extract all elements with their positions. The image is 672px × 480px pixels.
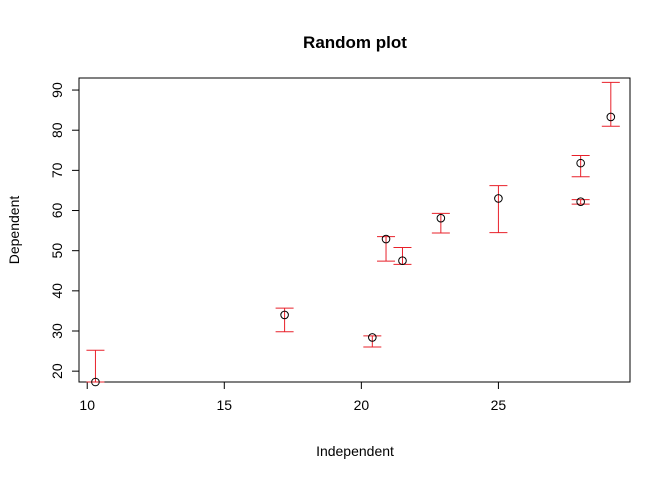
- x-axis-label: Independent: [316, 443, 394, 459]
- data-point: [368, 333, 377, 342]
- y-tick-label: 30: [49, 323, 65, 339]
- x-tick-label: 20: [354, 397, 370, 413]
- y-tick-label: 60: [49, 203, 65, 219]
- y-tick-label: 50: [49, 243, 65, 259]
- data-point: [91, 377, 100, 387]
- plot-area-frame: [78, 77, 631, 383]
- y-axis: 20 30 40 50 60 70 80 90: [49, 82, 80, 379]
- data-point: [606, 112, 616, 122]
- x-axis: 10 15 20 25: [79, 381, 507, 413]
- data-point: [576, 158, 585, 168]
- y-tick-label: 70: [49, 162, 65, 178]
- x-tick-label: 15: [216, 397, 232, 413]
- points-layer: [91, 112, 616, 387]
- error-bars-layer: [86, 81, 620, 383]
- y-tick-label: 80: [49, 122, 65, 138]
- x-tick-label: 25: [491, 397, 507, 413]
- y-tick-label: 20: [49, 363, 65, 379]
- data-point: [381, 234, 391, 244]
- x-tick-label: 10: [79, 397, 95, 413]
- data-point: [494, 194, 503, 203]
- data-point: [436, 213, 446, 223]
- y-tick-label: 90: [49, 82, 65, 98]
- data-point: [280, 310, 289, 320]
- data-point: [398, 256, 407, 266]
- data-point: [576, 197, 585, 206]
- chart-title: Random plot: [303, 33, 407, 52]
- y-tick-label: 40: [49, 283, 65, 299]
- y-axis-label: Dependent: [6, 196, 22, 265]
